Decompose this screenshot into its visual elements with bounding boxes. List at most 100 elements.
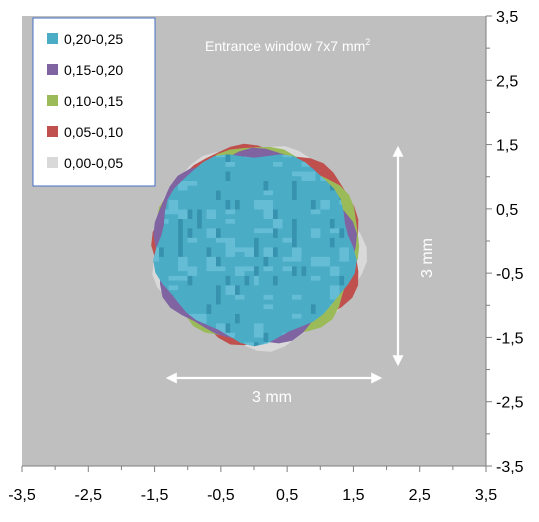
spot-facet: [178, 181, 188, 191]
spot-facet: [235, 313, 240, 324]
spot-facet: [292, 237, 297, 248]
legend-label: 0,10-0,15: [64, 93, 123, 109]
spot-facet: [301, 266, 307, 276]
spot-facet: [339, 228, 345, 238]
spot-facet: [292, 247, 302, 257]
spot-facet: [216, 285, 221, 295]
spot-facet: [187, 228, 193, 238]
spot-facet: [159, 247, 164, 257]
legend: 0,20-0,25 0,15-0,20 0,10-0,15 0,05-0,10 0,00…: [32, 17, 156, 187]
spot-facet: [206, 256, 216, 267]
entrance-window-label: Entrance window 7x7 mm2: [205, 37, 370, 54]
legend-label: 0,00-0,05: [64, 155, 123, 171]
spot-facet: [153, 247, 160, 257]
spot-facet: [244, 342, 254, 347]
legend-swatch: [47, 64, 58, 75]
spot-facet: [187, 275, 193, 286]
spot-facet: [206, 304, 212, 314]
spot-facet: [187, 266, 198, 276]
y-tick-label: -3,5: [496, 459, 524, 476]
spot-facet: [216, 266, 226, 272]
spot-facet: [216, 190, 221, 200]
y-tick-label: 3,5: [496, 9, 518, 26]
spot-facet: [273, 247, 278, 257]
spot-facet: [282, 237, 292, 243]
spot-facet: [235, 294, 245, 300]
spot-facet: [225, 247, 235, 257]
spot-facet: [263, 294, 273, 300]
spot-facet: [254, 200, 264, 210]
spot-facet: [216, 323, 226, 333]
spot-facet: [235, 247, 245, 253]
spot-facet: [235, 266, 245, 276]
spot-facet: [225, 332, 235, 338]
spot-facet: [320, 256, 330, 267]
x-tick-label: -3,5: [8, 487, 36, 504]
spot-facet: [225, 237, 235, 248]
spot-facet: [282, 256, 292, 262]
spot-facet: [292, 266, 297, 276]
spot-facet: [206, 209, 216, 219]
y-tick-label: -2,5: [496, 395, 524, 412]
spot-facet: [244, 275, 250, 286]
y-tick-label: -1,5: [496, 330, 524, 347]
x-tick-label: 0,5: [276, 487, 298, 504]
spot-facet: [168, 200, 179, 210]
spot-facet: [225, 209, 235, 215]
spot-facet: [254, 332, 264, 338]
spot-facet: [178, 266, 188, 272]
spot-facet: [197, 209, 202, 219]
spot-facet: [329, 228, 340, 234]
vertical-dimension-label: 3 mm: [419, 238, 436, 278]
spot-facet: [292, 219, 297, 229]
spot-facet: [244, 247, 254, 257]
spot-facet: [263, 304, 273, 310]
spot-facet: [197, 219, 202, 229]
spot-facet: [254, 275, 259, 286]
spot-facet: [187, 209, 193, 219]
spot-facet: [225, 171, 231, 181]
spot-facet: [216, 154, 226, 158]
y-tick-label: -0,5: [496, 266, 524, 283]
spot-facet: [225, 285, 235, 295]
legend-swatch: [47, 33, 58, 44]
spot-facet: [244, 266, 254, 272]
y-axis: 3,5 2,5 1,5 0,5 -0,5 -1,5 -2,5 -3,5: [485, 9, 524, 476]
spot-facet: [292, 181, 297, 191]
spot-facet: [225, 200, 231, 210]
spot-facet: [254, 247, 259, 257]
spot-facet: [178, 237, 183, 248]
spot-facet: [254, 228, 264, 234]
spot-facet: [282, 154, 292, 158]
spot-facet: [310, 171, 316, 181]
spot-facet: [263, 332, 269, 343]
spot-facet: [263, 266, 273, 272]
spot-facet: [292, 171, 302, 177]
spot-facet: [153, 256, 160, 262]
spot-facet: [292, 256, 302, 262]
spot-facet: [235, 285, 240, 295]
legend-swatch: [47, 126, 58, 137]
spot-facet: [235, 200, 240, 210]
spot-facet: [329, 219, 335, 229]
spot-facet: [329, 294, 340, 300]
x-tick-label: -2,5: [74, 487, 102, 504]
x-tick-label: 2,5: [409, 487, 431, 504]
spot-facet: [168, 275, 179, 281]
spot-facet: [187, 237, 198, 243]
spot-facet: [282, 266, 292, 272]
spot-facet: [206, 266, 216, 272]
spot-facet: [263, 247, 273, 257]
spot-facet: [292, 228, 297, 238]
legend-swatch: [47, 95, 58, 106]
spot-facet: [263, 228, 273, 234]
spot-facet: [225, 323, 231, 333]
spot-facet: [178, 209, 188, 219]
spot-facet: [178, 256, 188, 267]
spot-facet: [273, 219, 283, 229]
spot-facet: [301, 162, 311, 167]
spot-facet: [292, 190, 297, 200]
spot-facet: [254, 323, 264, 333]
spot-facet: [310, 200, 316, 210]
